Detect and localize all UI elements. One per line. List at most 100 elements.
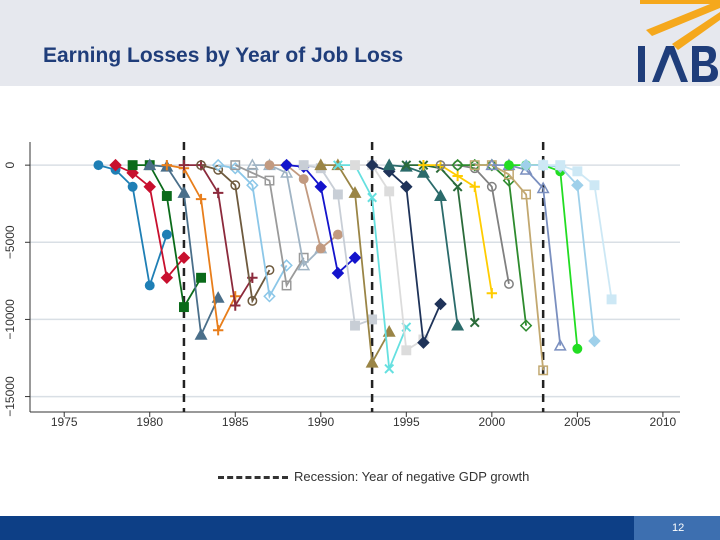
data-point [160, 271, 174, 285]
series-2006 [538, 160, 617, 305]
x-tick-label: 2005 [564, 415, 591, 429]
data-point [161, 229, 172, 240]
y-tick-label: 0 [3, 161, 17, 168]
data-point [127, 181, 138, 192]
x-tick-label: 1985 [222, 415, 249, 429]
data-point [503, 278, 514, 289]
data-point [350, 160, 360, 171]
y-tick-label: −15000 [3, 376, 17, 417]
data-point [93, 160, 104, 171]
data-point [588, 334, 601, 348]
data-point [298, 174, 309, 184]
data-point [315, 243, 326, 254]
data-point [521, 189, 532, 200]
data-point [230, 180, 241, 191]
series-line [474, 164, 545, 371]
data-point [332, 229, 343, 240]
data-point [606, 294, 617, 305]
data-point [245, 158, 259, 171]
series-1983 [143, 158, 225, 340]
series-2002 [469, 160, 549, 376]
data-point [486, 288, 498, 299]
data-point [212, 325, 224, 336]
data-point [109, 158, 122, 172]
data-point [332, 189, 343, 200]
data-point [332, 160, 343, 171]
data-point [451, 158, 464, 172]
data-point [452, 170, 463, 182]
data-point [246, 178, 259, 192]
y-tick-label: −5000 [3, 225, 17, 259]
data-point [469, 181, 480, 192]
data-point [382, 325, 396, 337]
data-point [126, 166, 139, 180]
series-1997 [382, 158, 465, 331]
data-point [589, 180, 600, 191]
x-tick-label: 1990 [307, 415, 334, 429]
data-point [519, 319, 533, 332]
data-point [196, 160, 207, 171]
data-point [177, 186, 191, 198]
data-point [331, 266, 345, 280]
data-point [212, 187, 224, 199]
data-point [538, 365, 549, 376]
data-point [434, 189, 447, 201]
data-point [401, 345, 412, 356]
logo-mark-icon [638, 0, 720, 82]
slide-footer [0, 516, 720, 540]
series-1999 [418, 159, 498, 299]
tick-labels: 0 −5000 −10000 −15000 1975 1980 1985 1990 1995 20… [3, 161, 677, 429]
series-line [252, 164, 322, 268]
data-point [503, 169, 514, 180]
data-point [297, 258, 311, 271]
data-point [572, 343, 583, 354]
data-point [401, 160, 412, 171]
data-point [486, 181, 497, 192]
data-point [367, 314, 378, 325]
data-point [127, 160, 138, 171]
data-point [435, 160, 446, 171]
data-point [365, 158, 379, 172]
data-point [314, 158, 328, 171]
data-point [281, 280, 292, 291]
page-number: 12 [672, 522, 685, 534]
data-point [264, 160, 275, 171]
slide-header: Earning Losses by Year of Job Loss [0, 0, 720, 86]
data-point [418, 159, 429, 171]
data-point [400, 180, 413, 194]
data-point [416, 166, 430, 178]
legend-dashed-line [218, 476, 288, 479]
series-1981 [109, 158, 191, 285]
data-point [469, 317, 480, 328]
data-point [195, 193, 207, 205]
data-series [93, 158, 617, 376]
data-point [350, 320, 360, 331]
data-point [211, 291, 225, 303]
data-point [143, 180, 156, 194]
x-tick-label: 1975 [51, 415, 78, 429]
data-point [417, 336, 430, 349]
data-point [571, 178, 584, 192]
data-point [365, 355, 379, 368]
earnings-loss-chart: 0 −5000 −10000 −15000 1975 1980 1985 1990 1995 20… [3, 142, 680, 429]
series-line [234, 164, 305, 289]
x-tick-label: 1995 [393, 415, 420, 429]
axes [25, 142, 680, 417]
data-point [247, 295, 258, 306]
data-point [298, 160, 309, 171]
data-point [161, 159, 173, 171]
data-point [348, 251, 362, 264]
data-point [196, 272, 207, 283]
data-point [519, 158, 533, 172]
data-point [230, 300, 241, 311]
data-point [572, 166, 583, 177]
data-point [194, 328, 208, 340]
data-point [230, 160, 241, 171]
x-tick-label: 2010 [650, 415, 677, 429]
data-point [536, 181, 550, 194]
data-point [503, 160, 514, 171]
data-point [280, 158, 293, 172]
data-point [178, 159, 190, 171]
legend-label: Recession: Year of negative GDP growth [294, 469, 530, 484]
data-point [485, 158, 499, 171]
